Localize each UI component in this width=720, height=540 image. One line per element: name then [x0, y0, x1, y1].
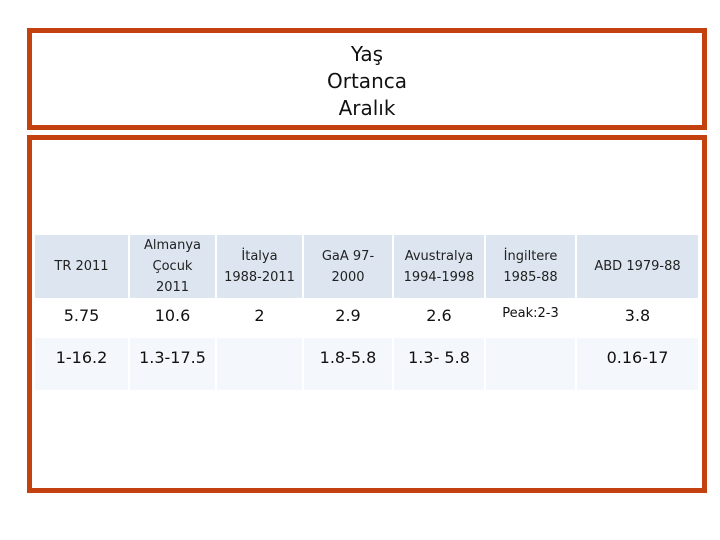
title-box: Yaş Ortanca Aralık	[27, 28, 707, 130]
table-cell: 1-16.2	[33, 338, 129, 390]
header-row: TR 2011 Almanya Çocuk 2011 İtalya 1988-201…	[33, 235, 698, 298]
table-cell: 2	[215, 298, 303, 338]
column-header: Avustralya 1994-1998	[392, 235, 485, 298]
table-cell: 10.6	[128, 298, 216, 338]
table-row: 5.75 10.6 2 2.9 2.6 Peak:2-3 3.8	[33, 298, 698, 338]
title-line: Yaş	[350, 42, 384, 66]
column-header: İtalya 1988-2011	[215, 235, 303, 298]
table-cell: 1.8-5.8	[302, 338, 393, 390]
column-header: ABD 1979-88	[575, 235, 698, 298]
column-header: İngiltere 1985-88	[484, 235, 576, 298]
table-cell: 1.3-17.5	[128, 338, 216, 390]
data-table: TR 2011 Almanya Çocuk 2011 İtalya 1988-201…	[33, 235, 698, 390]
column-header: TR 2011	[33, 235, 129, 298]
table-cell: 5.75	[33, 298, 129, 338]
table-cell: 0.16-17	[575, 338, 698, 390]
table-cell: 3.8	[575, 298, 698, 338]
column-header: Almanya Çocuk 2011	[128, 235, 216, 298]
table-cell: 1.3- 5.8	[392, 338, 485, 390]
column-header: GaA 97-2000	[302, 235, 393, 298]
table-cell	[215, 338, 303, 390]
table-cell: 2.6	[392, 298, 485, 338]
table-cell: 2.9	[302, 298, 393, 338]
table-cell	[484, 338, 576, 390]
title-line: Aralık	[338, 96, 396, 120]
content-box	[27, 135, 707, 493]
table-cell: Peak:2-3	[484, 298, 576, 338]
table-row: 1-16.2 1.3-17.5 1.8-5.8 1.3- 5.8 0.16-17	[33, 338, 698, 390]
title-line: Ortanca	[327, 69, 407, 93]
